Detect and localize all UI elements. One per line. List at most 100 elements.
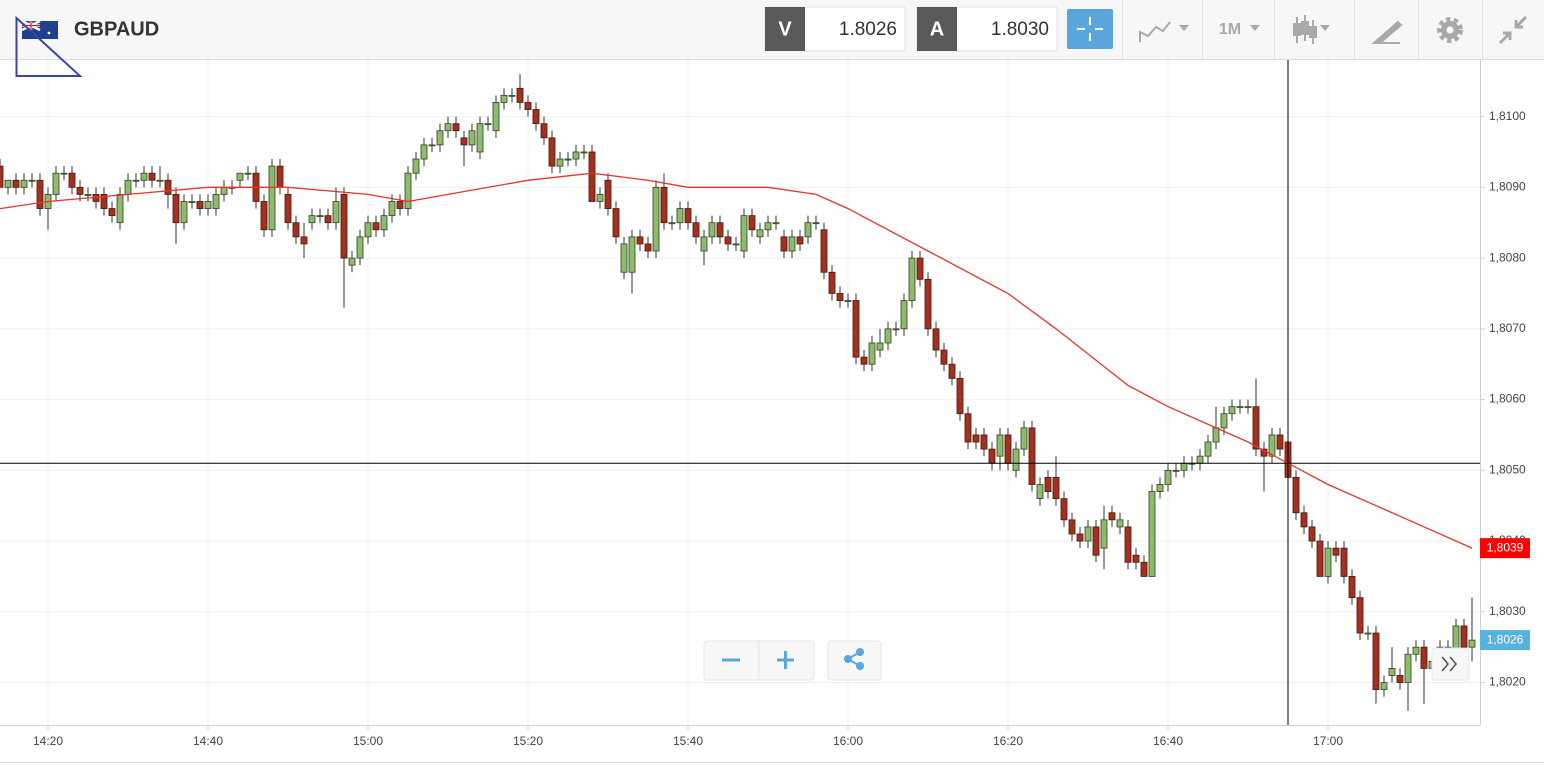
x-tick-label: 14:40 bbox=[193, 734, 223, 748]
y-axis-area bbox=[1480, 60, 1544, 725]
share-button[interactable] bbox=[844, 648, 864, 670]
candle-body bbox=[540, 123, 548, 139]
candle-body bbox=[1068, 519, 1076, 535]
candle-body bbox=[884, 328, 892, 344]
candle-body bbox=[1468, 639, 1476, 648]
candle-body bbox=[244, 172, 252, 175]
candle-body bbox=[652, 186, 660, 252]
share-dot bbox=[856, 662, 864, 670]
candle-body bbox=[292, 222, 300, 238]
candle-body bbox=[1340, 547, 1348, 577]
x-tick-label: 17:00 bbox=[1313, 734, 1343, 748]
candle-body bbox=[20, 179, 28, 188]
collapse-button[interactable] bbox=[1498, 15, 1528, 45]
candle-body bbox=[420, 144, 428, 160]
candle-body bbox=[812, 222, 820, 225]
candle-body bbox=[580, 151, 588, 154]
candle-body bbox=[524, 102, 532, 110]
timeframe-button[interactable]: 1M bbox=[1219, 21, 1260, 38]
candle-body bbox=[1244, 406, 1252, 409]
scroll-end-button[interactable] bbox=[1431, 647, 1470, 681]
price-label-box bbox=[1480, 538, 1530, 559]
plot-area bbox=[0, 60, 1480, 725]
candle-body bbox=[1396, 675, 1404, 683]
candle-body bbox=[4, 179, 12, 188]
flag bbox=[21, 19, 58, 39]
candle-body bbox=[1132, 554, 1140, 563]
candle-body bbox=[316, 215, 324, 218]
sell-label-box bbox=[765, 7, 805, 51]
candle-body bbox=[324, 215, 332, 224]
candle-body bbox=[1124, 526, 1132, 563]
candle-body bbox=[68, 172, 76, 188]
candle-body bbox=[1220, 413, 1228, 429]
candle-body bbox=[916, 257, 924, 280]
collapse-icon bbox=[1498, 15, 1528, 45]
x-tick-label: 15:40 bbox=[673, 734, 703, 748]
candle-body bbox=[364, 222, 372, 238]
x-axis-area bbox=[0, 725, 1544, 766]
candle-body bbox=[300, 236, 308, 245]
symbol: GBPAUD bbox=[74, 18, 159, 40]
candle-body bbox=[1324, 547, 1332, 577]
candle-body bbox=[404, 172, 412, 209]
logo-triangle bbox=[15, 15, 83, 77]
candle-body bbox=[1180, 462, 1188, 471]
line-icon bbox=[1139, 21, 1171, 42]
candle-body bbox=[956, 377, 964, 415]
candle-body bbox=[1052, 476, 1060, 500]
candle-body bbox=[476, 123, 484, 153]
candle-icon-body bbox=[1293, 23, 1301, 36]
candle-body bbox=[1276, 434, 1284, 450]
sell-button[interactable]: V 1.8026 bbox=[764, 6, 906, 52]
candle-body bbox=[1060, 498, 1068, 521]
candle-body bbox=[388, 201, 396, 217]
price-label-box bbox=[1480, 630, 1530, 651]
x-tick-label: 15:00 bbox=[353, 734, 383, 748]
x-tick-label: 14:20 bbox=[33, 734, 63, 748]
buy-button[interactable]: A 1.8030 bbox=[916, 6, 1058, 52]
candle-body bbox=[124, 179, 132, 195]
candle-body bbox=[740, 215, 748, 252]
candle-body bbox=[1140, 561, 1148, 577]
caret bbox=[1250, 25, 1260, 31]
crosshair-button[interactable] bbox=[1067, 9, 1113, 49]
candle-style-button[interactable] bbox=[1293, 15, 1330, 44]
candle-body bbox=[804, 222, 812, 238]
candle-body bbox=[444, 123, 452, 132]
candle-body bbox=[340, 194, 348, 259]
candle-body bbox=[1204, 441, 1212, 457]
candle-body bbox=[836, 293, 844, 301]
zoom-in[interactable] bbox=[777, 651, 794, 669]
candle-body bbox=[692, 222, 700, 238]
candle-body bbox=[1092, 526, 1100, 556]
candle-body bbox=[564, 158, 572, 161]
candle-body bbox=[260, 201, 268, 231]
draw-button[interactable] bbox=[1371, 20, 1403, 44]
caret bbox=[1179, 25, 1189, 31]
candle-body bbox=[1228, 406, 1236, 415]
candle-body bbox=[140, 172, 148, 181]
candle-body bbox=[1108, 512, 1116, 521]
y-tick-label: 1,8090 bbox=[1489, 180, 1526, 194]
candle-body bbox=[604, 179, 612, 209]
candle-body bbox=[860, 356, 868, 365]
candle-body bbox=[0, 165, 4, 188]
candle-body bbox=[1372, 632, 1380, 691]
candle-body bbox=[1404, 653, 1412, 683]
chart-type-button[interactable] bbox=[1139, 21, 1189, 42]
candle-body bbox=[1156, 484, 1164, 492]
settings-button[interactable] bbox=[1437, 17, 1463, 43]
gear-teeth bbox=[1437, 17, 1463, 43]
candle-body bbox=[908, 257, 916, 301]
overlay bbox=[0, 60, 1480, 725]
candle-body bbox=[1212, 427, 1220, 443]
candle-body bbox=[76, 186, 84, 195]
candle-body bbox=[1044, 476, 1052, 492]
candle-body bbox=[284, 194, 292, 224]
y-tick-label: 1,8020 bbox=[1489, 675, 1526, 689]
candle-body bbox=[172, 194, 180, 224]
candle-body bbox=[180, 201, 188, 224]
candle-body bbox=[892, 328, 900, 331]
